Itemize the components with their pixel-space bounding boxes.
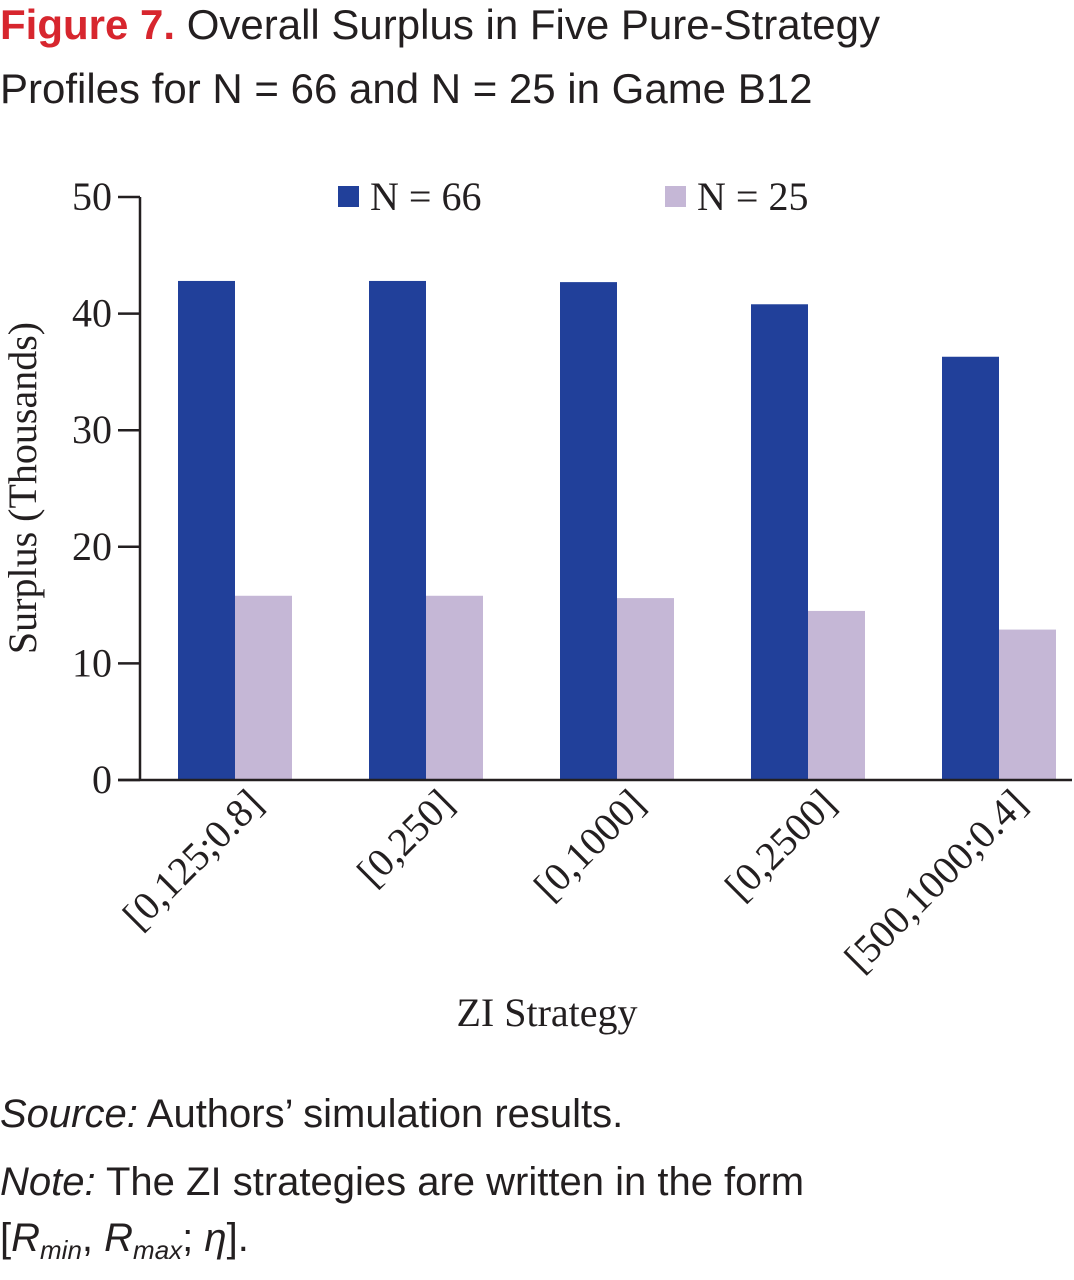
bar-series1-cat2 xyxy=(369,280,426,780)
x-tick-label: [0,2500] xyxy=(716,781,844,909)
y-tick-label: 30 xyxy=(72,407,112,452)
bar-series2-cat5 xyxy=(999,629,1056,780)
y-tick-label: 20 xyxy=(72,524,112,569)
formula-close: ]. xyxy=(226,1216,249,1260)
note-text: The ZI strategies are written in the for… xyxy=(95,1160,805,1204)
bar-series2-cat1 xyxy=(235,595,292,780)
bar-series1-cat5 xyxy=(942,356,999,780)
bar-series2-cat3 xyxy=(617,598,674,780)
source-line: Source: Authors’ simulation results. xyxy=(0,1090,623,1138)
y-tick-label: 0 xyxy=(92,757,112,802)
note-formula: [Rmin, Rmax; η]. xyxy=(0,1214,249,1274)
figure-title-line-1: Overall Surplus in Five Pure-Strategy xyxy=(186,1,880,48)
y-tick-label: 10 xyxy=(72,640,112,685)
bar-series1-cat1 xyxy=(178,280,235,780)
figure-heading: Figure 7. Overall Surplus in Five Pure-S… xyxy=(0,0,880,50)
x-tick-label: [0,1000] xyxy=(525,781,653,909)
note-label: Note: xyxy=(0,1160,96,1204)
x-tick-labels: [0,125;0.8] [0,250] [0,1000] [0,2500][500,1… xyxy=(114,781,1036,981)
y-axis-title: Surplus (Thousands) xyxy=(0,322,45,654)
bar-series2-cat4 xyxy=(808,610,865,780)
bar-series2-cat2 xyxy=(426,595,483,780)
formula-eta: η xyxy=(204,1216,227,1260)
formula-r-max: R xyxy=(104,1216,134,1260)
legend: N = 66 N = 25 xyxy=(338,174,808,219)
x-tick-label: [0,250] xyxy=(348,781,462,895)
formula-open: [ xyxy=(0,1216,12,1260)
source-label: Source: xyxy=(0,1092,138,1136)
axes xyxy=(118,197,1072,782)
x-axis-title: ZI Strategy xyxy=(456,990,637,1035)
formula-semicolon: ; xyxy=(182,1216,205,1260)
bar-series1-cat4 xyxy=(751,304,808,780)
y-ticks: 0 10 20 30 40 50 xyxy=(72,174,140,802)
legend-swatch xyxy=(338,186,359,207)
note-line: Note: The ZI strategies are written in t… xyxy=(0,1158,804,1206)
formula-sub-min: min xyxy=(40,1235,82,1265)
legend-label: N = 66 xyxy=(370,174,481,219)
legend-swatch xyxy=(665,186,686,207)
legend-label: N = 25 xyxy=(697,174,808,219)
bar-series1-cat3 xyxy=(560,282,617,780)
x-tick-label: [0,125;0.8] xyxy=(114,781,272,939)
y-tick-label: 40 xyxy=(72,291,112,336)
formula-sub-max: max xyxy=(133,1235,183,1265)
figure-title-line-2: Profiles for N = 66 and N = 25 in Game B… xyxy=(0,65,813,112)
formula-comma: , xyxy=(81,1216,105,1260)
figure-number: Figure 7. xyxy=(0,1,176,48)
y-tick-label: 50 xyxy=(72,174,112,219)
source-text: Authors’ simulation results. xyxy=(137,1092,624,1136)
x-tick-label: [500,1000;0.4] xyxy=(835,781,1035,981)
bar-groups xyxy=(178,280,1056,780)
formula-r-min: R xyxy=(11,1216,41,1260)
